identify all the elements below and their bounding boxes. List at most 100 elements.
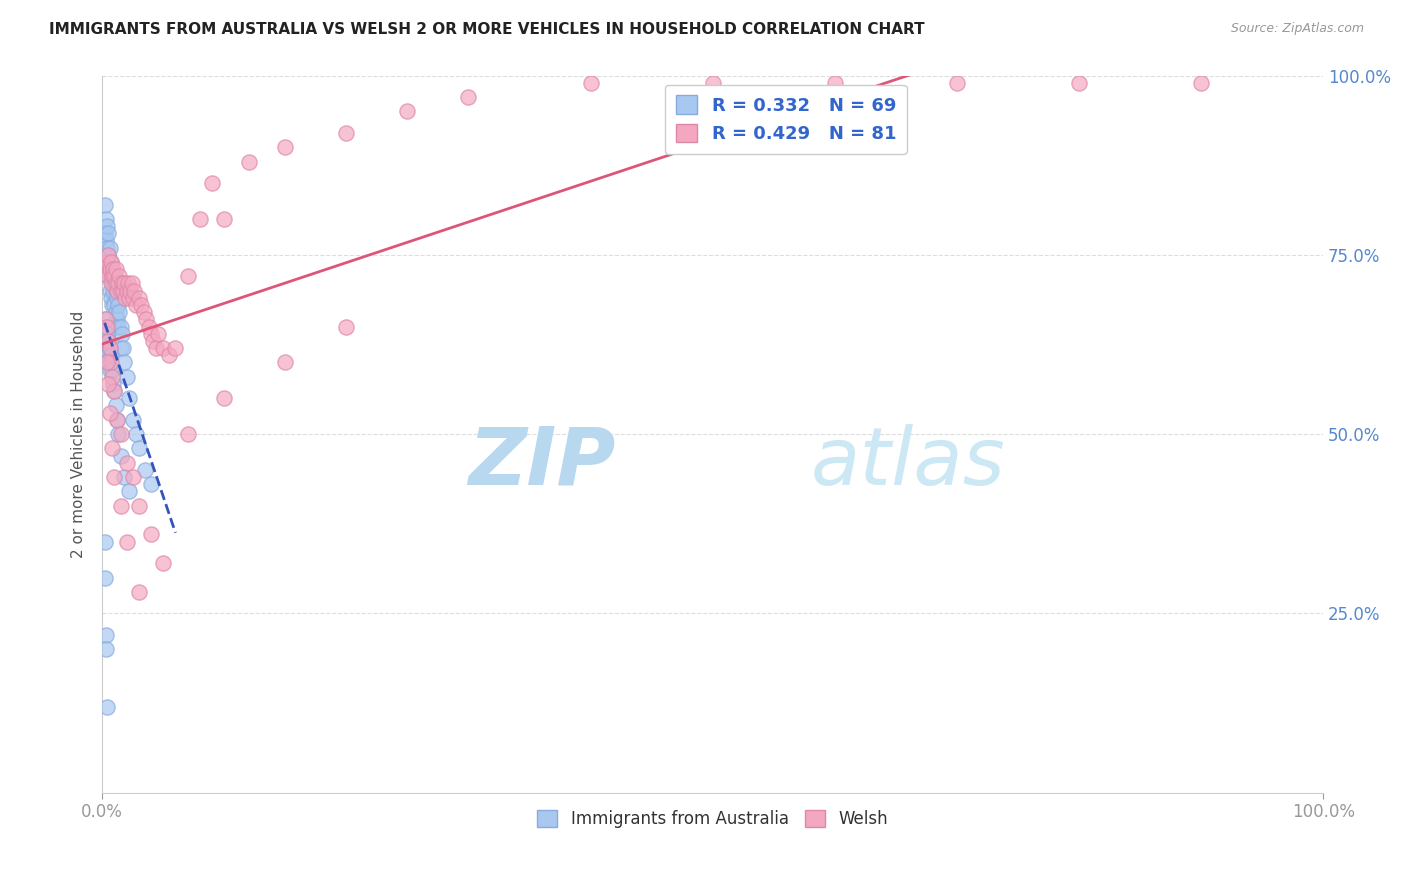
Point	[135, 312, 157, 326]
Point	[97, 248, 120, 262]
Point	[152, 556, 174, 570]
Point	[94, 262, 117, 277]
Point	[176, 427, 198, 442]
Point	[238, 154, 260, 169]
Point	[104, 398, 127, 412]
Point	[125, 427, 148, 442]
Point	[105, 413, 128, 427]
Point	[96, 699, 118, 714]
Point	[98, 341, 121, 355]
Point	[93, 312, 115, 326]
Point	[1067, 76, 1090, 90]
Point	[98, 406, 121, 420]
Point	[111, 326, 134, 341]
Point	[579, 76, 602, 90]
Point	[98, 341, 121, 355]
Point	[118, 391, 141, 405]
Point	[139, 527, 162, 541]
Point	[101, 277, 124, 291]
Point	[118, 291, 141, 305]
Point	[457, 90, 479, 104]
Point	[214, 211, 236, 226]
Point	[120, 284, 142, 298]
Point	[94, 211, 117, 226]
Point	[94, 341, 117, 355]
Point	[103, 269, 125, 284]
Point	[117, 277, 139, 291]
Point	[1189, 76, 1212, 90]
Point	[110, 319, 132, 334]
Point	[101, 442, 124, 456]
Point	[103, 284, 125, 298]
Point	[97, 227, 120, 241]
Point	[115, 534, 138, 549]
Point	[98, 262, 121, 277]
Text: atlas: atlas	[810, 424, 1005, 502]
Point	[104, 262, 127, 277]
Point	[188, 211, 211, 226]
Point	[105, 291, 128, 305]
Point	[94, 642, 117, 657]
Point	[128, 585, 150, 599]
Point	[101, 262, 124, 277]
Point	[103, 277, 125, 291]
Point	[93, 227, 115, 241]
Point	[96, 219, 118, 233]
Point	[101, 362, 124, 376]
Point	[157, 348, 180, 362]
Point	[100, 355, 122, 369]
Point	[110, 499, 132, 513]
Point	[98, 241, 121, 255]
Text: Source: ZipAtlas.com: Source: ZipAtlas.com	[1230, 22, 1364, 36]
Point	[97, 269, 120, 284]
Point	[214, 391, 236, 405]
Point	[111, 284, 134, 298]
Point	[104, 277, 127, 291]
Point	[201, 176, 224, 190]
Text: IMMIGRANTS FROM AUSTRALIA VS WELSH 2 OR MORE VEHICLES IN HOUSEHOLD CORRELATION C: IMMIGRANTS FROM AUSTRALIA VS WELSH 2 OR …	[49, 22, 925, 37]
Point	[118, 484, 141, 499]
Point	[115, 456, 138, 470]
Point	[96, 355, 118, 369]
Point	[96, 326, 118, 341]
Point	[94, 234, 117, 248]
Point	[105, 413, 128, 427]
Point	[112, 355, 135, 369]
Point	[96, 319, 118, 334]
Point	[142, 334, 165, 348]
Point	[103, 384, 125, 398]
Point	[107, 427, 129, 442]
Point	[274, 140, 297, 154]
Point	[103, 384, 125, 398]
Point	[105, 284, 128, 298]
Point	[145, 341, 167, 355]
Point	[97, 334, 120, 348]
Point	[103, 262, 125, 277]
Legend: Immigrants from Australia, Welsh: Immigrants from Australia, Welsh	[530, 803, 894, 835]
Point	[97, 334, 120, 348]
Point	[176, 269, 198, 284]
Point	[97, 355, 120, 369]
Point	[103, 319, 125, 334]
Point	[96, 348, 118, 362]
Point	[104, 284, 127, 298]
Point	[274, 355, 297, 369]
Text: ZIP: ZIP	[468, 424, 614, 502]
Point	[139, 477, 162, 491]
Point	[96, 262, 118, 277]
Point	[100, 255, 122, 269]
Point	[152, 341, 174, 355]
Point	[125, 298, 148, 312]
Point	[94, 319, 117, 334]
Point	[94, 628, 117, 642]
Point	[121, 277, 143, 291]
Point	[138, 319, 160, 334]
Point	[94, 312, 117, 326]
Point	[101, 269, 124, 284]
Point	[108, 305, 131, 319]
Point	[98, 262, 121, 277]
Point	[101, 298, 124, 312]
Point	[93, 197, 115, 211]
Point	[105, 312, 128, 326]
Point	[110, 427, 132, 442]
